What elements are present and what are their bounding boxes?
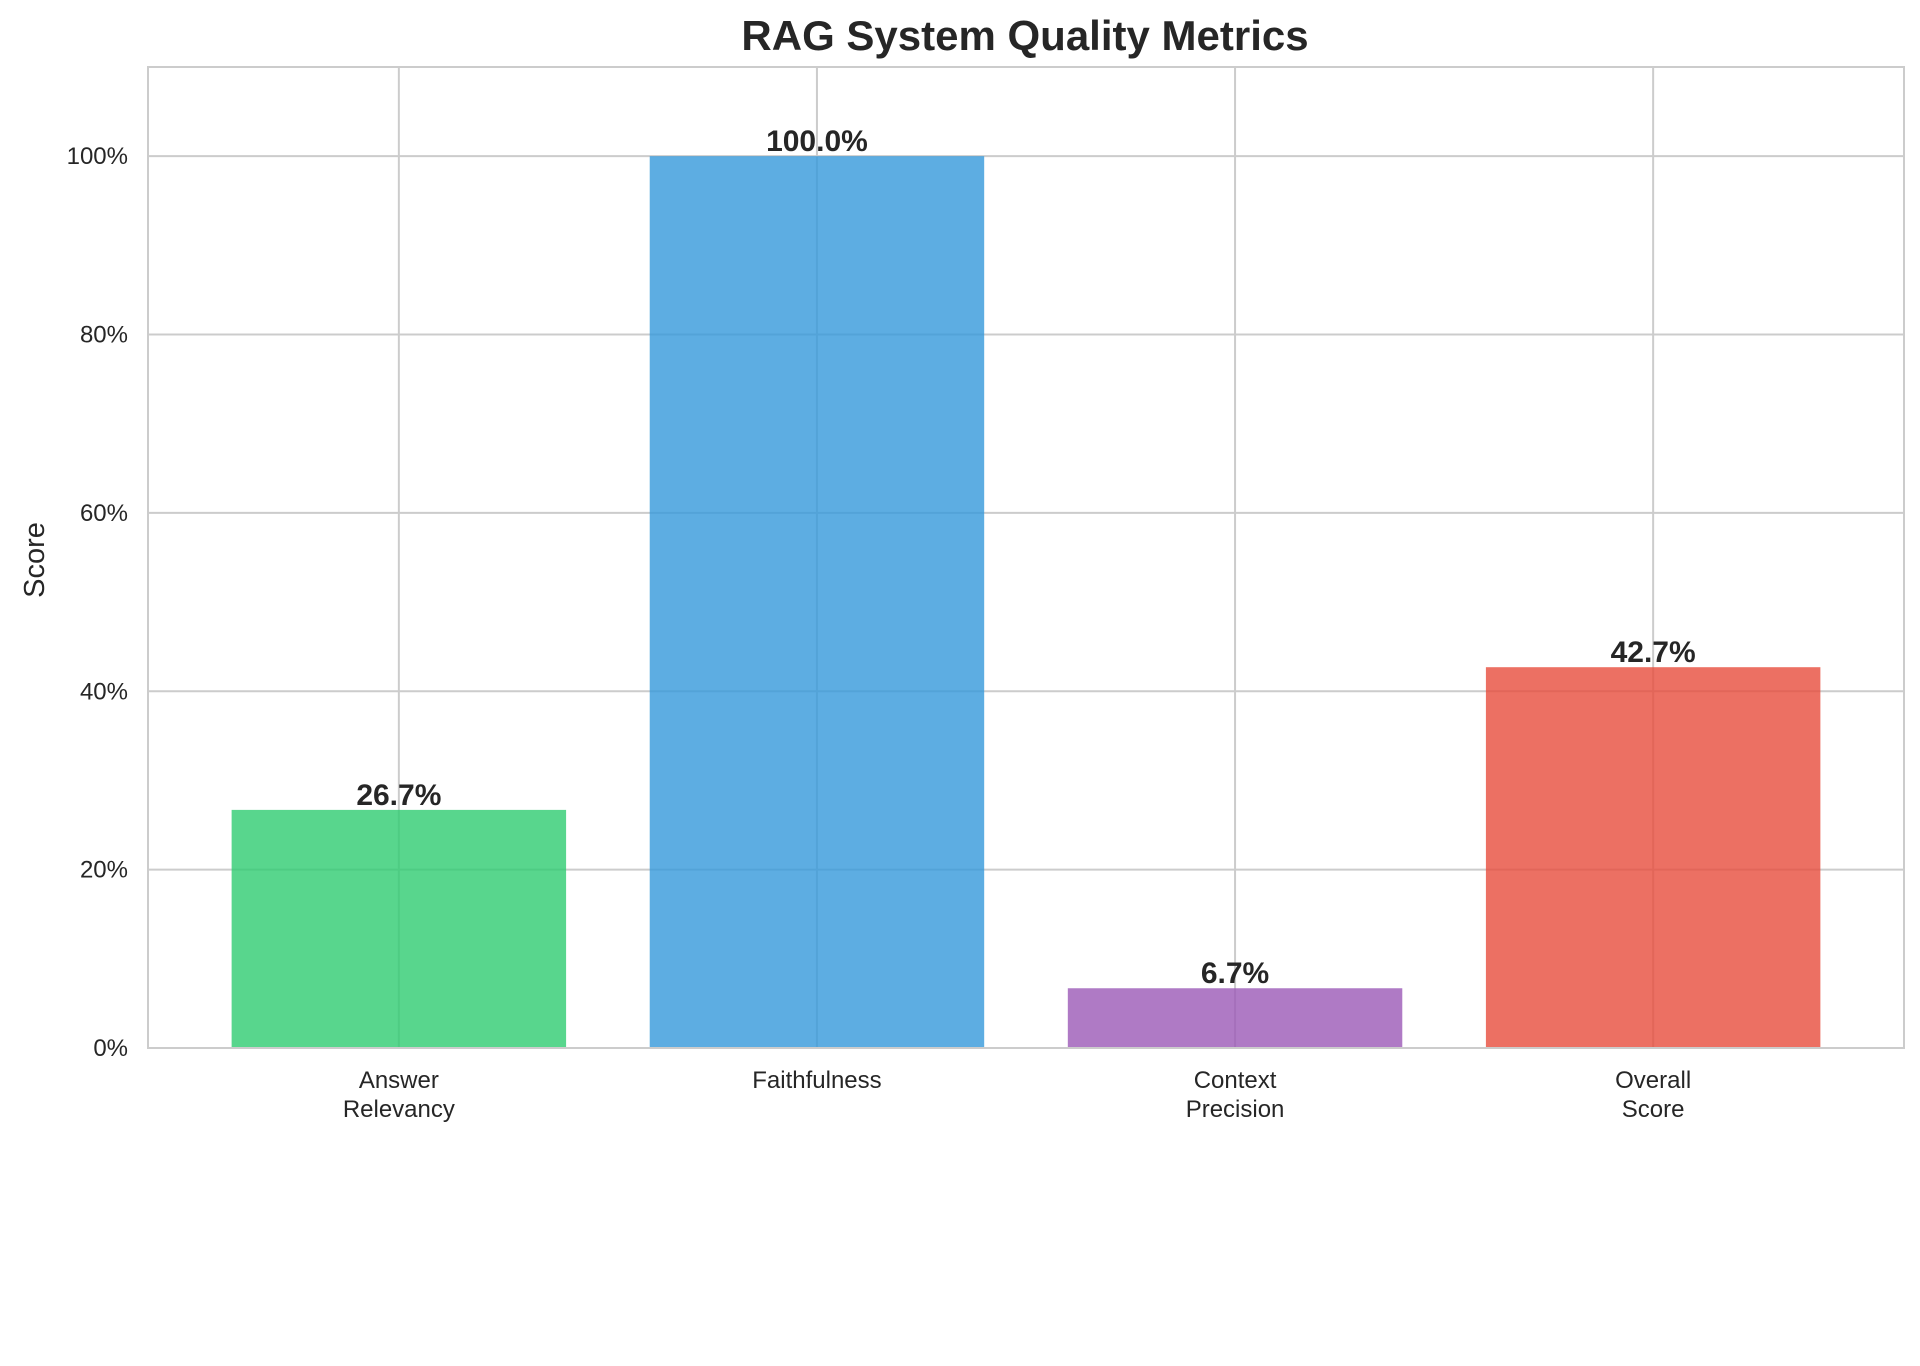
y-tick-label: 80%: [80, 322, 128, 349]
bars: [231, 156, 1821, 1048]
bar: [649, 156, 985, 1048]
y-tick-label: 0%: [93, 1035, 128, 1062]
bar: [1067, 988, 1403, 1048]
x-tick-label: Answer Relevancy: [343, 1067, 455, 1123]
x-tick-label: Faithfulness: [752, 1067, 881, 1094]
x-axis-ticks: Answer Relevancy Faithfulness Context Precis…: [343, 1067, 1691, 1123]
chart-title: RAG System Quality Metrics: [741, 12, 1308, 59]
y-tick-label: 40%: [80, 678, 128, 705]
bar-value-label: 6.7%: [1201, 957, 1269, 990]
bar: [1485, 667, 1821, 1048]
y-tick-label: 100%: [67, 143, 128, 170]
y-axis-label: Score: [19, 522, 51, 598]
plot-frame: [147, 66, 1905, 1049]
value-labels: 26.7% 100.0% 6.7% 42.7%: [356, 125, 1695, 990]
x-tick-label: Overall Score: [1615, 1067, 1691, 1123]
bar: [231, 809, 567, 1048]
bar-value-label: 100.0%: [766, 125, 868, 158]
bar-value-label: 42.7%: [1611, 636, 1696, 669]
y-axis-ticks: 0% 20% 40% 60% 80% 100%: [67, 143, 128, 1062]
y-tick-label: 20%: [80, 857, 128, 884]
y-tick-label: 60%: [80, 500, 128, 527]
bar-value-label: 26.7%: [356, 779, 441, 812]
x-tick-label: Context Precision: [1186, 1067, 1285, 1123]
